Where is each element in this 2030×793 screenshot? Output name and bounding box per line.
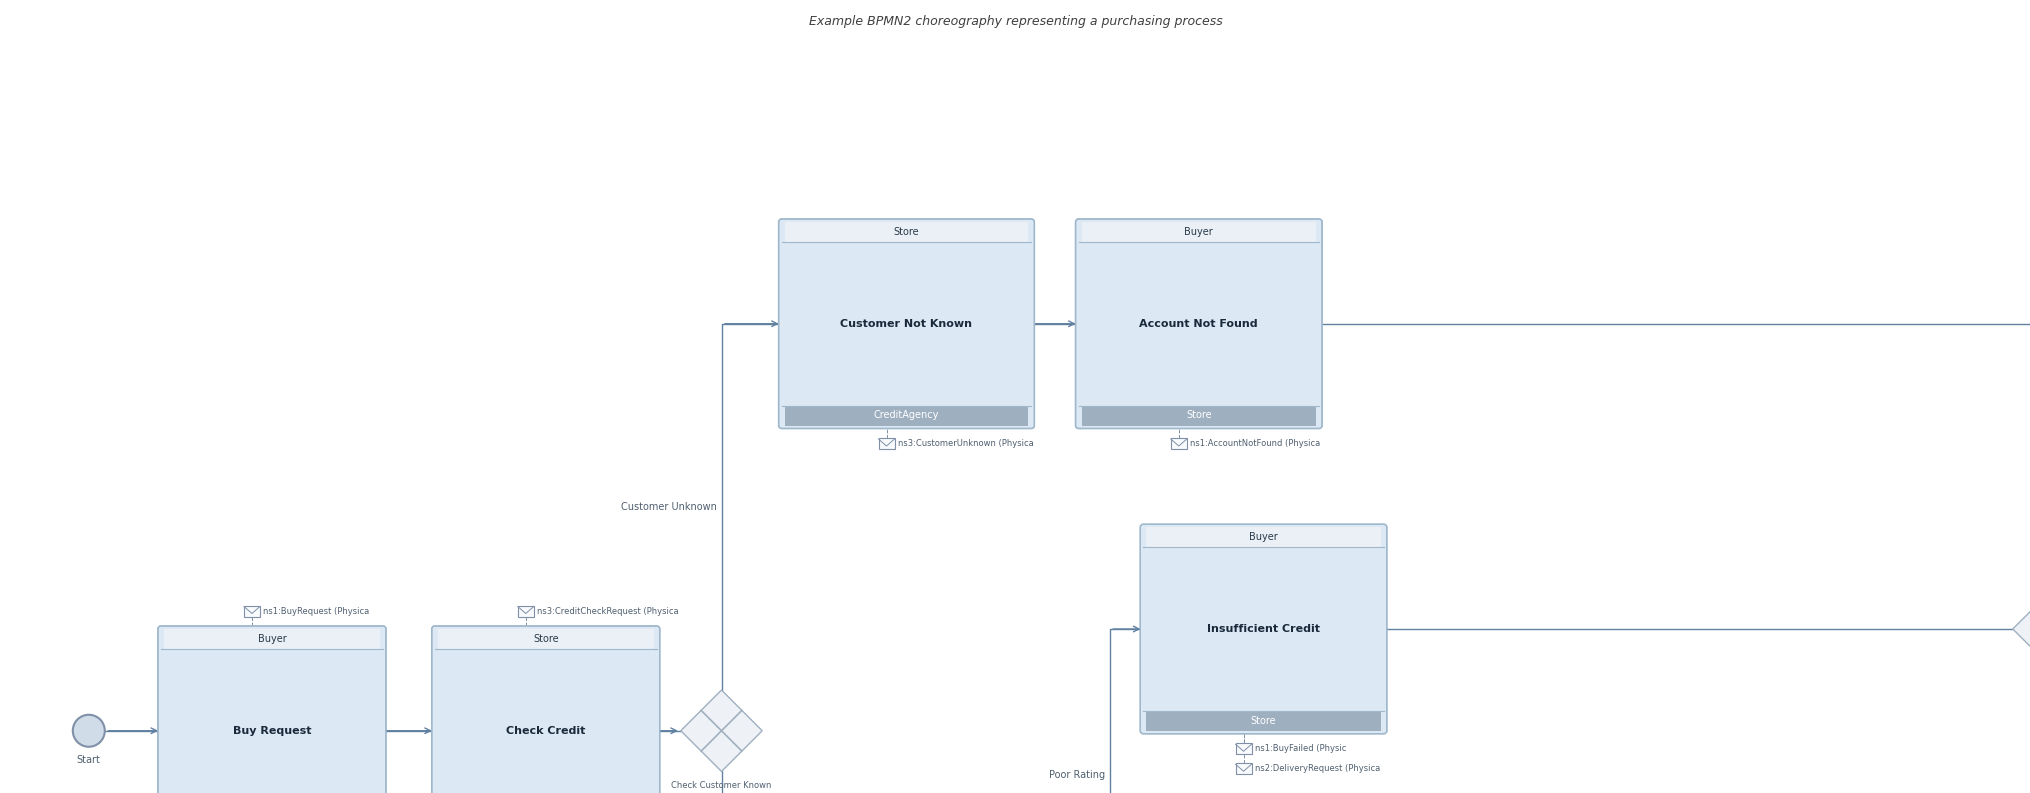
Bar <box>1169 438 1186 449</box>
Polygon shape <box>438 629 654 649</box>
Bar <box>1234 743 1250 754</box>
FancyBboxPatch shape <box>777 219 1033 428</box>
Polygon shape <box>1145 527 1380 547</box>
Text: CreditAgency: CreditAgency <box>873 411 938 420</box>
Bar <box>879 438 893 449</box>
Polygon shape <box>1145 711 1380 731</box>
Polygon shape <box>1082 222 1315 242</box>
Text: ns1:BuyRequest (Physica: ns1:BuyRequest (Physica <box>262 607 369 615</box>
Polygon shape <box>164 629 380 649</box>
Circle shape <box>73 714 106 747</box>
Text: Check Customer Known: Check Customer Known <box>672 781 771 791</box>
Bar <box>244 606 260 616</box>
Text: ns3:CreditCheckRequest (Physica: ns3:CreditCheckRequest (Physica <box>536 607 678 615</box>
Text: Example BPMN2 choreography representing a purchasing process: Example BPMN2 choreography representing … <box>808 16 1222 29</box>
Text: Buyer: Buyer <box>1248 532 1277 542</box>
Bar <box>1234 763 1250 774</box>
Polygon shape <box>784 222 1027 242</box>
Text: Store: Store <box>1186 411 1212 420</box>
Text: ns1:AccountNotFound (Physica: ns1:AccountNotFound (Physica <box>1190 439 1320 448</box>
Text: Customer Not Known: Customer Not Known <box>840 319 972 329</box>
Text: Check Credit: Check Credit <box>505 726 585 736</box>
Text: ns3:CustomerUnknown (Physica: ns3:CustomerUnknown (Physica <box>897 439 1033 448</box>
FancyBboxPatch shape <box>1076 219 1322 428</box>
Text: Buyer: Buyer <box>258 634 286 644</box>
Text: ns1:BuyFailed (Physic: ns1:BuyFailed (Physic <box>1255 745 1346 753</box>
Polygon shape <box>2012 588 2030 670</box>
Polygon shape <box>680 690 761 772</box>
Polygon shape <box>1082 405 1315 426</box>
Text: Store: Store <box>893 227 920 237</box>
Text: Insufficient Credit: Insufficient Credit <box>1206 624 1320 634</box>
FancyBboxPatch shape <box>158 626 386 793</box>
FancyBboxPatch shape <box>1139 524 1386 734</box>
Text: Buyer: Buyer <box>1183 227 1212 237</box>
Text: Store: Store <box>532 634 558 644</box>
Text: Account Not Found: Account Not Found <box>1139 319 1257 329</box>
Text: Poor Rating: Poor Rating <box>1047 770 1104 780</box>
Text: Store: Store <box>1250 716 1275 726</box>
FancyBboxPatch shape <box>432 626 660 793</box>
Polygon shape <box>784 405 1027 426</box>
Text: Customer Unknown: Customer Unknown <box>621 502 717 512</box>
Bar <box>518 606 534 616</box>
Text: Buy Request: Buy Request <box>233 726 311 736</box>
Text: ns2:DeliveryRequest (Physica: ns2:DeliveryRequest (Physica <box>1255 764 1378 773</box>
Text: Start: Start <box>77 755 102 764</box>
